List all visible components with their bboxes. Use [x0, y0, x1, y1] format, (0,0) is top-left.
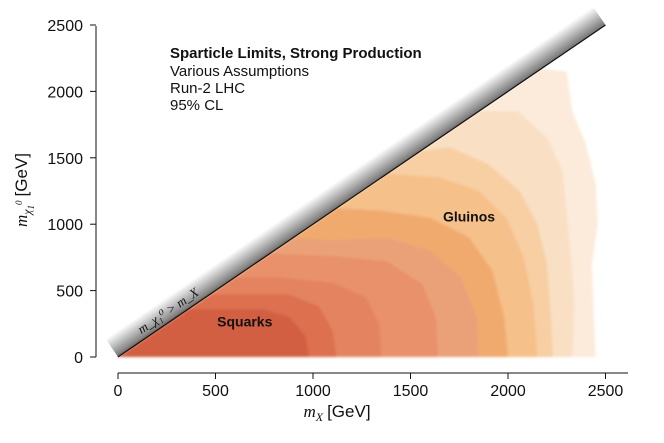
x-tick-label: 1000	[295, 383, 331, 400]
x-tick-label: 500	[202, 383, 229, 400]
x-tick-label: 2000	[490, 383, 526, 400]
y-tick-label: 1000	[47, 217, 83, 234]
region-squark-5	[118, 309, 310, 357]
x-axis-label: mX [GeV]	[303, 402, 370, 424]
x-tick-label: 1500	[393, 383, 429, 400]
y-axis-label: mχ10[GeV]	[12, 153, 36, 227]
annotation-cl: 95% CL	[170, 97, 223, 114]
gluinos-label: Gluinos	[443, 209, 495, 225]
y-tick-label: 0	[74, 350, 83, 367]
squarks-label: Squarks	[217, 313, 272, 329]
annotation-assumptions: Various Assumptions	[170, 63, 309, 80]
x-tick-label: 2500	[588, 383, 624, 400]
kinematic-limit-line	[117, 24, 606, 358]
y-tick-label: 2500	[47, 18, 83, 35]
annotation-run: Run-2 LHC	[170, 80, 245, 97]
y-tick-label: 1500	[47, 151, 83, 168]
x-tick-label: 0	[114, 383, 123, 400]
y-ticks: 0 500 1000 1500 2000 2500	[47, 18, 96, 367]
forbidden-region-shading	[105, 6, 606, 358]
axes: 0 500 1000 1500 2000 2500 0 500 1000 1500 2000 250…	[47, 18, 628, 400]
x-ticks: 0 500 1000 1500 2000 2500	[114, 373, 624, 400]
exclusion-regions	[118, 68, 598, 358]
chart-title: Sparticle Limits, Strong Production	[170, 45, 422, 62]
y-tick-label: 2000	[47, 84, 83, 101]
y-tick-label: 500	[56, 284, 83, 301]
